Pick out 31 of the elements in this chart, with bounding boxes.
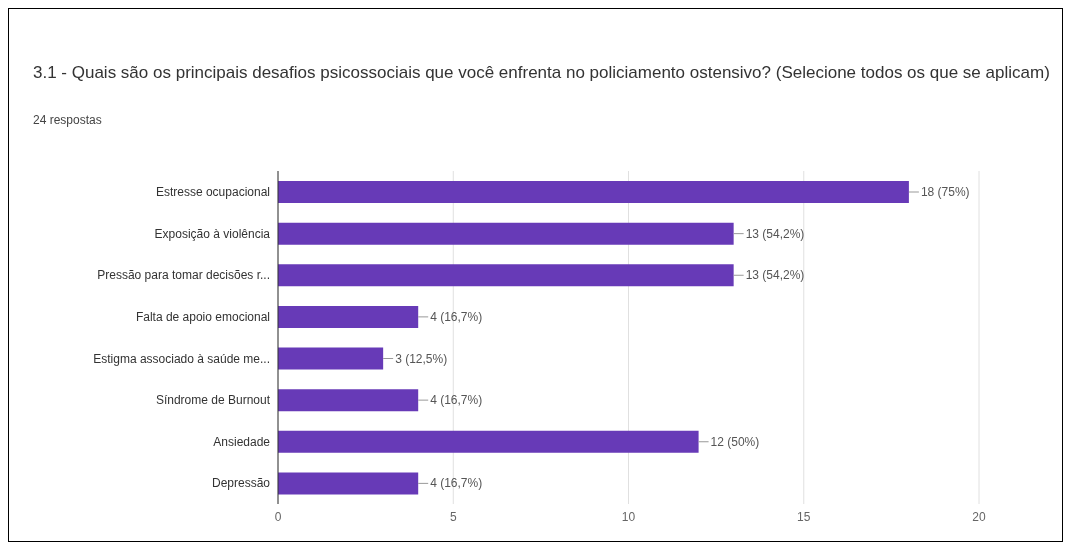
y-tick-label: Ansiedade	[213, 434, 271, 449]
data-label: 12 (50%)	[710, 434, 760, 449]
data-label: 4 (16,7%)	[430, 393, 483, 408]
data-label: 13 (54,2%)	[745, 226, 805, 241]
data-label: 18 (75%)	[920, 185, 970, 199]
bar	[278, 472, 419, 495]
chart-title: 3.1 - Quais são os principais desafios psicossociais que você enfrenta no policiamento ostensivo? (Selecione todos os que se aplicam)	[33, 62, 1051, 84]
x-tick-label: 0	[274, 509, 282, 524]
y-tick-label: Estresse ocupacional	[155, 185, 270, 200]
text: 24 respostas	[33, 113, 102, 127]
y-tick-label: Pressão para tomar decisões r...	[97, 268, 270, 283]
bar	[278, 222, 734, 245]
x-tick-label: 20	[972, 509, 986, 524]
bar	[278, 430, 699, 453]
bar	[278, 347, 384, 370]
bar	[278, 264, 734, 287]
data-label: 13 (54,2%)	[745, 268, 805, 283]
data-label: 4 (16,7%)	[430, 476, 483, 491]
x-tick-label: 5	[449, 509, 457, 524]
y-tick-label: Depressão	[211, 476, 271, 491]
x-tick-label: 15	[797, 509, 811, 524]
y-tick-label: Estigma associado à saúde me...	[93, 351, 270, 366]
y-tick-label: Exposição à violência	[154, 226, 271, 241]
bar	[278, 389, 419, 412]
y-tick-label: Falta de apoio emocional	[135, 309, 270, 324]
data-label: 3 (12,5%)	[395, 351, 448, 366]
x-tick-label: 10	[621, 509, 636, 524]
bar	[278, 305, 419, 328]
data-label: 4 (16,7%)	[430, 309, 483, 324]
bar	[278, 181, 909, 203]
y-tick-label: Síndrome de Burnout	[155, 393, 271, 408]
